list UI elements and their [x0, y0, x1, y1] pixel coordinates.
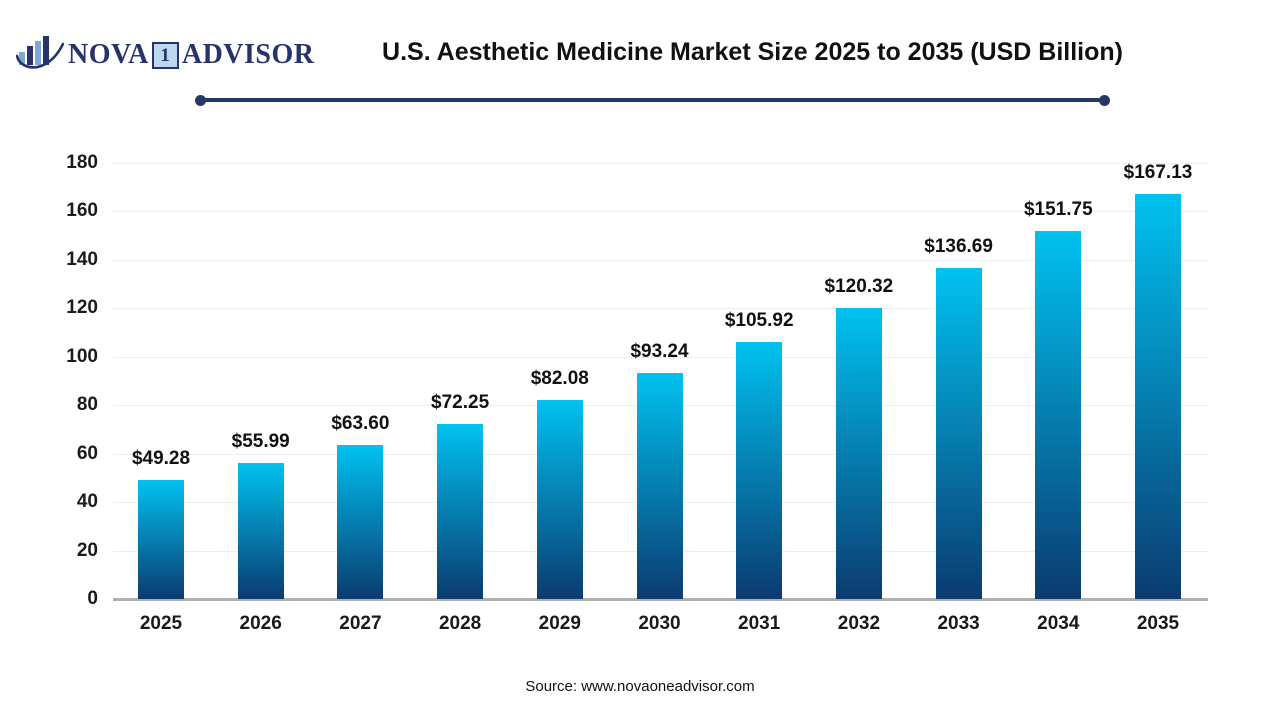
bar: [935, 267, 982, 599]
y-tick-label: 40: [76, 491, 98, 513]
y-tick-label: 140: [66, 248, 98, 270]
x-axis-line: [113, 598, 1208, 601]
y-tick-label: 160: [66, 200, 98, 222]
bar-value-label: $55.99: [231, 431, 290, 453]
y-tick-label: 80: [76, 394, 98, 416]
bar-value-label: $136.69: [924, 235, 993, 257]
bar-value-label: $93.24: [630, 341, 689, 363]
gridline: [113, 308, 1208, 310]
y-tick-label: 120: [66, 297, 98, 319]
bar: [437, 424, 484, 599]
x-tick-label: 2026: [239, 613, 282, 634]
brand-name: NOVA 1 ADVISOR: [68, 39, 314, 71]
x-tick-label: 2025: [139, 613, 183, 634]
gridline: [113, 259, 1208, 261]
gridline: [113, 163, 1208, 164]
bar-chart-swoosh-icon: [16, 36, 64, 69]
y-tick-label: 180: [66, 152, 98, 173]
brand-logo: NOVA 1 ADVISOR: [16, 34, 314, 76]
bar-value-label: $167.13: [1123, 162, 1193, 184]
bar-value-label: $72.25: [431, 392, 490, 413]
x-tick-label: 2031: [738, 613, 781, 634]
gridline: [113, 356, 1208, 358]
bar: [237, 463, 284, 599]
x-tick-label: 2032: [837, 613, 881, 634]
gridline: [113, 211, 1208, 213]
bar: [1135, 194, 1181, 599]
y-axis: 0 20 40 60 80 100 120 140 160 180: [0, 152, 98, 609]
bar: [636, 373, 683, 599]
x-tick-label: 2030: [638, 613, 681, 634]
page-title: U.S. Aesthetic Medicine Market Size 2025…: [382, 38, 1123, 66]
brand-name-nova: NOVA: [68, 39, 149, 70]
y-tick-label: 20: [76, 539, 98, 561]
bar: [337, 444, 384, 599]
bar: [536, 400, 583, 599]
x-tick-label: 2029: [538, 613, 581, 634]
x-tick-label: 2034: [1037, 613, 1080, 634]
underline-right-dot-icon: [1099, 94, 1110, 106]
bar-value-label: $82.08: [530, 368, 589, 390]
underline-left-dot-icon: [195, 94, 206, 106]
bar-value-label: $105.92: [724, 310, 794, 332]
bar-value-label: $151.75: [1023, 199, 1093, 221]
brand-one-box: 1: [151, 41, 179, 69]
y-tick-label: 100: [66, 345, 98, 367]
x-tick-label: 2027: [339, 613, 382, 634]
y-tick-label: 0: [87, 588, 98, 609]
source-text: Source: www.novaoneadvisor.com: [525, 678, 755, 695]
bar-value-label: $63.60: [331, 412, 390, 434]
bar: [736, 342, 783, 599]
x-tick-label: 2035: [1136, 613, 1180, 634]
brand-name-advisor: ADVISOR: [181, 39, 315, 70]
bar-value-label: $120.32: [824, 275, 894, 297]
x-tick-label: 2028: [438, 613, 482, 634]
bar: [1035, 231, 1082, 599]
bar-value-label: $49.28: [131, 447, 191, 469]
x-tick-label: 2033: [937, 613, 980, 634]
bar: [138, 479, 184, 599]
title-underline: [195, 94, 1110, 106]
bar: [835, 307, 882, 599]
plot-area: $49.28 2025 $55.99 2026 $63.60 2027 $72.25 2028…: [113, 162, 1208, 634]
y-tick-label: 60: [76, 442, 98, 464]
